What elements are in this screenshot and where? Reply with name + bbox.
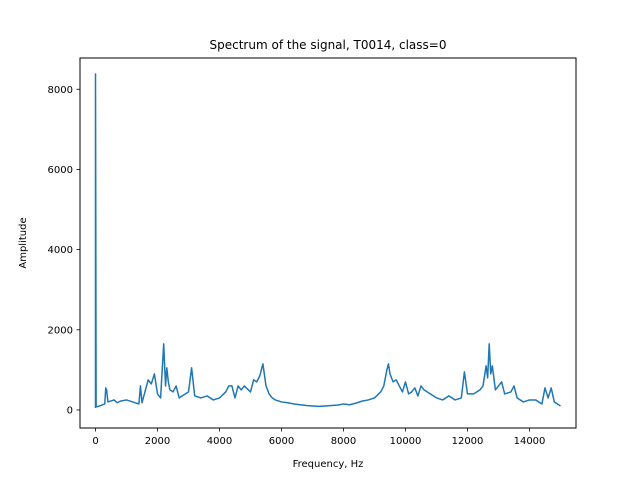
y-tick-label: 0 <box>67 405 73 416</box>
x-tick-label: 12000 <box>452 436 484 447</box>
y-tick-label: 4000 <box>48 245 73 256</box>
y-tick-label: 2000 <box>48 325 73 336</box>
x-axis: 0 2000 4000 6000 8000 10000 12000 14000 <box>92 428 545 447</box>
x-tick-label: 14000 <box>514 436 546 447</box>
y-tick-label: 6000 <box>48 165 73 176</box>
y-axis: 0 2000 4000 6000 8000 <box>48 85 80 416</box>
x-axis-label: Frequency, Hz <box>293 459 364 470</box>
x-tick-label: 0 <box>92 436 98 447</box>
x-tick-label: 6000 <box>269 436 294 447</box>
y-axis-label: Amplitude <box>18 217 29 268</box>
plot-area <box>94 73 561 408</box>
x-tick-label: 4000 <box>207 436 232 447</box>
spectrum-series-line-0 <box>94 73 561 408</box>
x-tick-label: 10000 <box>390 436 422 447</box>
x-tick-label: 8000 <box>331 436 356 447</box>
chart-title: Spectrum of the signal, T0014, class=0 <box>210 38 447 52</box>
y-tick-label: 8000 <box>48 85 73 96</box>
axes-frame <box>79 57 577 429</box>
x-tick-label: 2000 <box>145 436 170 447</box>
